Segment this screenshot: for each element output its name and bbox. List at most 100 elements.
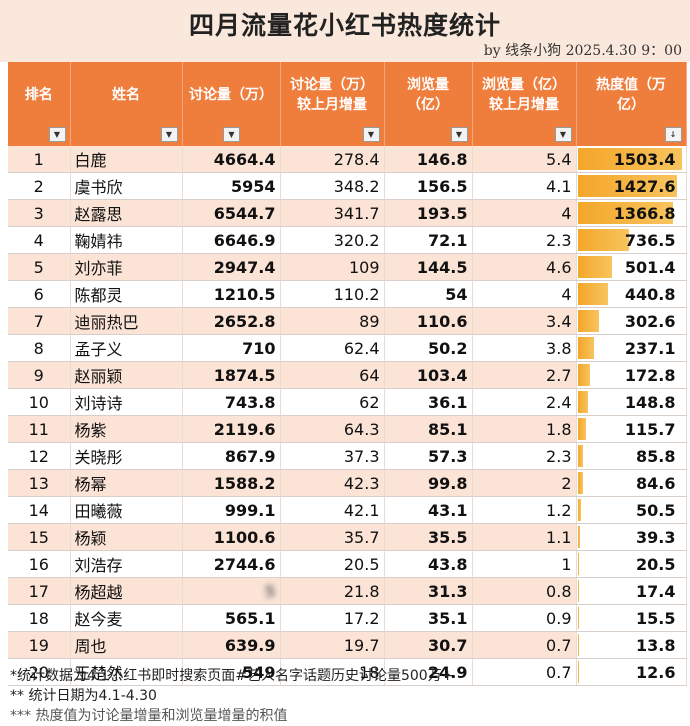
rank-cell-value: 6	[33, 284, 44, 304]
heat-data-bar	[577, 283, 609, 305]
rank-cell: 6	[8, 280, 71, 308]
views-increase-cell: 0.7	[472, 631, 577, 659]
heat-data-bar	[577, 418, 586, 440]
heat-cell-value: 17.4	[636, 581, 676, 601]
rank-cell: 5	[8, 253, 71, 281]
table-row: 13 杨幂 1588.2 42.3 99.8 2 84.6	[8, 469, 687, 497]
name-cell: 虞书欣	[70, 172, 183, 200]
heat-data-bar	[577, 445, 584, 467]
table-row: 5 刘亦菲 2947.4 109 144.5 4.6 501.4	[8, 253, 687, 281]
filter-dropdown-icon[interactable]: ▼	[48, 127, 66, 142]
rank-cell-value: 8	[33, 338, 44, 358]
views-cell-value: 193.5	[416, 203, 468, 223]
discussion-increase-cell-value: 42.1	[343, 500, 380, 520]
discussion-cell: 999.1	[182, 496, 281, 524]
views-increase-cell: 0.9	[472, 604, 577, 632]
discussion-increase-cell-value: 62	[359, 392, 380, 412]
filter-dropdown-icon[interactable]: ▼	[223, 127, 240, 142]
heat-cell: 501.4	[576, 253, 687, 281]
discussion-cell-value: 2744.6	[213, 554, 276, 574]
views-increase-cell-value: 1.8	[546, 419, 572, 439]
views-cell: 35.1	[384, 604, 473, 632]
sort-descending-icon[interactable]: ↓	[664, 127, 682, 142]
footnote-2: ** 统计日期为4.1-4.30	[10, 688, 157, 704]
heat-cell-value: 15.5	[636, 608, 676, 628]
rank-cell-value: 5	[33, 257, 44, 277]
discussion-increase-cell: 18	[280, 658, 385, 686]
views-cell-value: 103.4	[416, 365, 468, 385]
discussion-increase-cell-value: 21.8	[343, 581, 380, 601]
filter-dropdown-icon[interactable]: ▼	[362, 127, 380, 142]
footnote-3: *** 热度值为讨论量增量和浏览量增量的积值	[10, 708, 288, 724]
views-increase-cell-value: 3.4	[546, 311, 572, 331]
rank-cell: 3	[8, 199, 71, 227]
title-block: 四月流量花小红书热度统计 by 线条小狗 2025.4.30 9：00	[0, 0, 690, 62]
table-row: 1 白鹿 4664.4 278.4 146.8 5.4 1503.4	[8, 146, 687, 173]
discussion-increase-cell-value: 89	[359, 311, 380, 331]
name-cell: 赵今麦	[70, 604, 183, 632]
discussion-increase-cell: 35.7	[280, 523, 385, 551]
name-cell-value: 赵今麦	[74, 610, 123, 629]
discussion-increase-cell-value: 62.4	[343, 338, 380, 358]
discussion-cell: 1874.5	[182, 361, 281, 389]
views-increase-cell: 2.3	[472, 442, 577, 470]
filter-dropdown-icon[interactable]: ▼	[554, 127, 572, 142]
name-cell: 陈都灵	[70, 280, 183, 308]
discussion-increase-cell-value: 64	[359, 365, 380, 385]
table-row: 3 赵露思 6544.7 341.7 193.5 4 1366.8	[8, 199, 687, 227]
table-row: 8 孟子义 710 62.4 50.2 3.8 237.1	[8, 334, 687, 362]
views-increase-cell-value: 3.8	[546, 338, 572, 358]
views-cell-value: 35.5	[428, 527, 468, 547]
views-increase-cell-value: 4	[561, 284, 572, 304]
views-cell: 103.4	[384, 361, 473, 389]
heat-cell-value: 115.7	[624, 419, 676, 439]
name-cell: 孟子义	[70, 334, 183, 362]
views-increase-cell: 5.4	[472, 146, 577, 173]
views-increase-cell-value: 0.7	[546, 635, 572, 655]
rank-cell: 20	[8, 658, 71, 686]
discussion-cell-value: 5	[264, 581, 276, 601]
rank-cell-value: 17	[28, 581, 49, 601]
rank-cell-value: 1	[33, 149, 44, 169]
heat-data-bar	[577, 337, 594, 359]
discussion-increase-cell-value: 278.4	[333, 149, 380, 169]
name-cell-value: 杨颖	[74, 529, 107, 548]
heat-cell: 1366.8	[576, 199, 687, 227]
table-row: 14 田曦薇 999.1 42.1 43.1 1.2 50.5	[8, 496, 687, 524]
heat-cell-value: 440.8	[624, 284, 676, 304]
discussion-increase-cell-value: 42.3	[343, 473, 380, 493]
views-increase-cell: 1.8	[472, 415, 577, 443]
header-views-increase: 浏览量（亿） 较上月增量 ▼	[472, 62, 577, 146]
discussion-increase-cell: 278.4	[280, 146, 385, 173]
views-increase-cell: 2.3	[472, 226, 577, 254]
rank-cell-value: 15	[28, 527, 49, 547]
heat-data-bar	[577, 661, 579, 683]
name-cell-value: 田曦薇	[74, 502, 123, 521]
discussion-increase-cell-value: 341.7	[333, 203, 380, 223]
heat-cell-value: 39.3	[636, 527, 676, 547]
heat-cell-value: 12.6	[636, 662, 676, 682]
rank-cell-value: 10	[28, 392, 49, 412]
discussion-cell: 2947.4	[182, 253, 281, 281]
page-title: 四月流量花小红书热度统计	[188, 11, 501, 40]
table-row: 2 虞书欣 5954 348.2 156.5 4.1 1427.6	[8, 172, 687, 200]
discussion-cell-value: 5954	[230, 176, 276, 196]
discussion-increase-cell: 341.7	[280, 199, 385, 227]
table-row: 17 杨超越 5 21.8 31.3 0.8 17.4	[8, 577, 687, 605]
heat-cell: 15.5	[576, 604, 687, 632]
views-cell: 85.1	[384, 415, 473, 443]
header-views-inc-line1: 浏览量（亿）	[482, 77, 566, 93]
views-cell-value: 110.6	[416, 311, 468, 331]
name-cell: 白鹿	[70, 146, 183, 173]
discussion-increase-cell: 64.3	[280, 415, 385, 443]
filter-dropdown-icon[interactable]: ▼	[160, 127, 178, 142]
heat-data-bar	[577, 553, 579, 575]
name-cell-value: 鞠婧祎	[74, 232, 123, 251]
header-discussion-inc-line1: 讨论量（万）	[290, 77, 374, 93]
name-cell-value: 刘浩存	[74, 556, 123, 575]
views-increase-cell: 2.7	[472, 361, 577, 389]
filter-dropdown-icon[interactable]: ▼	[450, 127, 468, 142]
heat-cell: 148.8	[576, 388, 687, 416]
discussion-increase-cell: 19.7	[280, 631, 385, 659]
name-cell-value: 白鹿	[74, 151, 107, 170]
